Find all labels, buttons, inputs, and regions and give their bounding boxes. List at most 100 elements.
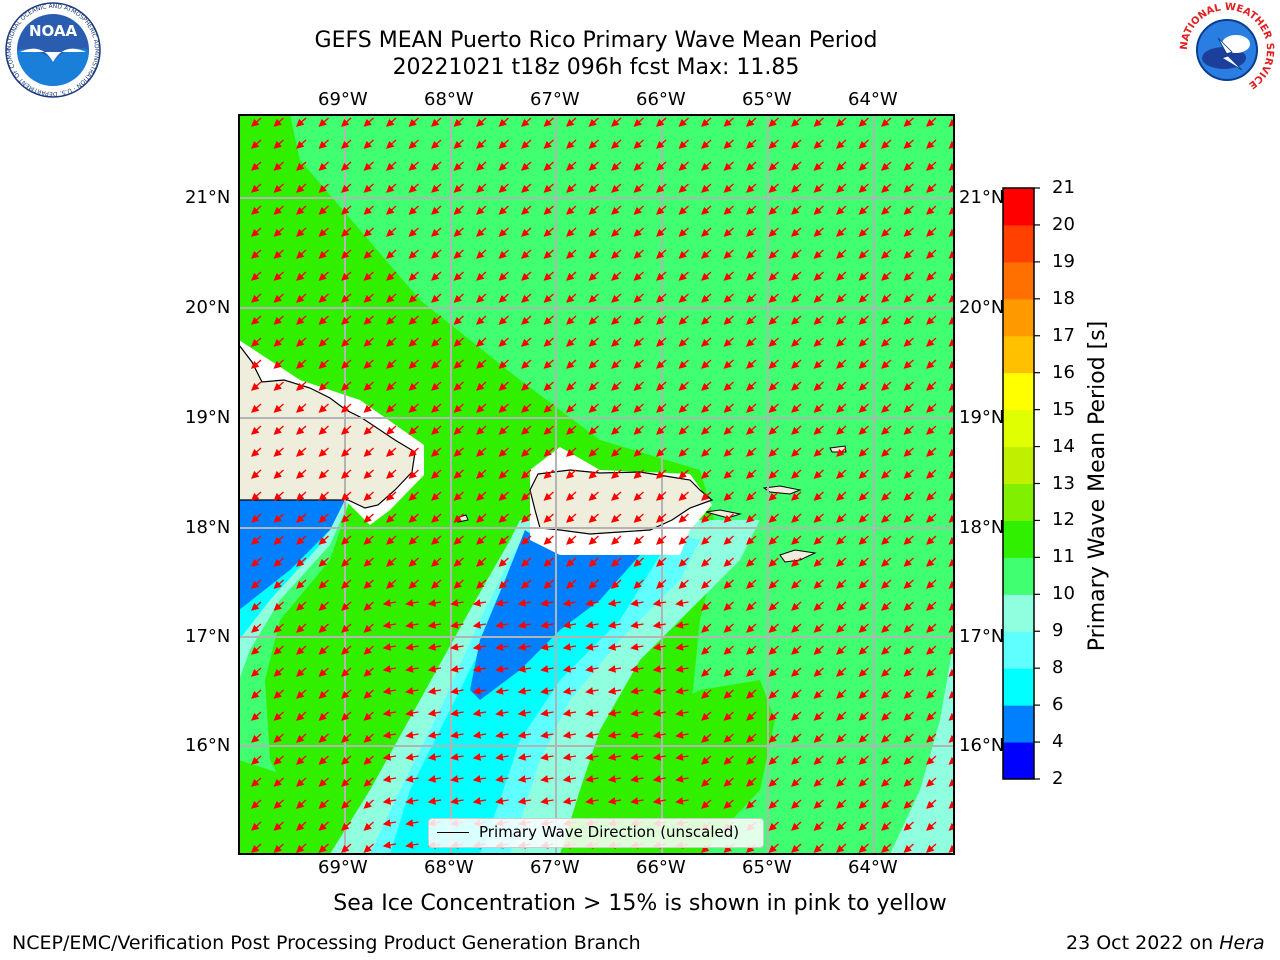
wave-direction-arrow	[926, 117, 937, 127]
wave-direction-arrow	[566, 579, 577, 589]
wave-direction-arrow	[858, 689, 869, 699]
colorbar-segment	[1003, 188, 1034, 226]
wave-direction-arrow	[476, 447, 487, 457]
wave-direction-arrow	[633, 315, 644, 325]
wave-direction-arrow	[746, 271, 757, 281]
wave-direction-arrow	[926, 711, 937, 721]
wave-direction-arrow	[678, 315, 689, 325]
wave-direction-arrow	[562, 621, 577, 629]
wave-direction-arrow	[273, 249, 284, 259]
wave-direction-arrow	[273, 293, 284, 303]
wave-direction-arrow	[472, 621, 487, 629]
wave-direction-arrow	[678, 557, 689, 567]
wave-direction-arrow	[746, 183, 757, 193]
wave-direction-arrow	[701, 579, 712, 589]
wave-direction-arrow	[540, 731, 554, 739]
wave-direction-arrow	[836, 601, 847, 611]
wave-direction-arrow	[630, 687, 644, 695]
wave-direction-arrow	[813, 535, 824, 545]
period-field	[239, 115, 954, 854]
colorbar-tick-label: 9	[1052, 620, 1064, 642]
wave-direction-arrow	[296, 535, 307, 545]
wave-direction-arrow	[251, 425, 262, 435]
wave-direction-arrow	[453, 491, 464, 501]
wave-direction-arrow	[498, 227, 509, 237]
wave-direction-arrow	[791, 271, 802, 281]
colorbar-tick-label: 21	[1052, 177, 1075, 198]
wave-direction-arrow	[881, 557, 892, 567]
wave-direction-arrow	[881, 271, 892, 281]
wave-direction-arrow	[656, 359, 667, 369]
lon-label: 67°W	[530, 89, 580, 110]
wave-direction-arrow	[363, 645, 374, 655]
lat-label: 20°N	[959, 297, 1003, 318]
wave-direction-arrow	[630, 797, 644, 805]
wave-direction-arrow	[318, 139, 329, 149]
wave-direction-arrow	[273, 337, 284, 347]
wave-direction-arrow	[813, 403, 824, 413]
wave-direction-arrow	[341, 139, 352, 149]
wave-direction-arrow	[495, 665, 509, 673]
wave-direction-arrow	[701, 337, 712, 347]
wave-direction-arrow	[476, 183, 487, 193]
wave-direction-arrow	[881, 667, 892, 677]
wave-direction-arrow	[746, 205, 757, 215]
wave-direction-arrow	[652, 643, 667, 651]
wave-direction-arrow	[382, 797, 397, 805]
wave-direction-arrow	[652, 775, 667, 783]
wave-direction-arrow	[521, 579, 532, 589]
wave-direction-arrow	[431, 315, 442, 325]
wave-direction-arrow	[273, 425, 284, 435]
wave-direction-arrow	[678, 513, 689, 523]
wave-direction-arrow	[318, 315, 329, 325]
wave-direction-arrow	[363, 799, 374, 809]
wave-direction-arrow	[318, 359, 329, 369]
wave-direction-arrow	[836, 139, 847, 149]
wave-direction-arrow	[566, 205, 577, 215]
wave-direction-arrow	[723, 667, 734, 677]
wave-direction-arrow	[656, 491, 667, 501]
wave-direction-arrow	[791, 601, 802, 611]
wave-direction-arrow	[543, 117, 554, 127]
wave-direction-arrow	[296, 557, 307, 567]
wave-direction-arrow	[427, 665, 442, 673]
lon-label: 69°W	[318, 89, 368, 110]
wave-direction-arrow	[926, 645, 937, 655]
wave-direction-arrow	[858, 271, 869, 281]
wave-direction-arrow	[858, 183, 869, 193]
wave-direction-arrow	[562, 665, 577, 673]
wave-direction-arrow	[585, 599, 599, 607]
wave-direction-arrow	[431, 535, 442, 545]
wave-direction-arrow	[836, 821, 847, 831]
wave-direction-arrow	[318, 403, 329, 413]
wave-direction-arrow	[701, 183, 712, 193]
wave-direction-arrow	[630, 643, 644, 651]
legend-label: Primary Wave Direction (unscaled)	[479, 823, 740, 841]
wave-direction-arrow	[656, 161, 667, 171]
wave-direction-arrow	[318, 425, 329, 435]
wave-direction-arrow	[566, 337, 577, 347]
wave-direction-arrow	[318, 755, 329, 765]
colorbar-tick-label: 12	[1052, 509, 1075, 531]
wave-direction-arrow	[926, 315, 937, 325]
wave-direction-arrow	[836, 777, 847, 787]
wave-direction-arrow	[903, 403, 914, 413]
wave-direction-arrow	[476, 513, 487, 523]
wave-direction-arrow	[791, 689, 802, 699]
wave-direction-arrow	[652, 599, 667, 607]
wave-direction-arrow	[791, 359, 802, 369]
wave-direction-arrow	[521, 535, 532, 545]
wave-direction-arrow	[881, 755, 892, 765]
wave-direction-arrow	[701, 205, 712, 215]
wave-direction-arrow	[521, 513, 532, 523]
wave-direction-arrow	[633, 381, 644, 391]
wave-direction-arrow	[768, 249, 779, 259]
wave-direction-arrow	[675, 709, 689, 717]
wave-direction-arrow	[273, 711, 284, 721]
footer-host: Hera	[1219, 932, 1265, 954]
wave-direction-arrow	[611, 403, 622, 413]
wave-direction-arrow	[858, 821, 869, 831]
wave-direction-arrow	[903, 843, 914, 853]
wave-direction-arrow	[382, 643, 397, 651]
wave-direction-arrow	[813, 139, 824, 149]
